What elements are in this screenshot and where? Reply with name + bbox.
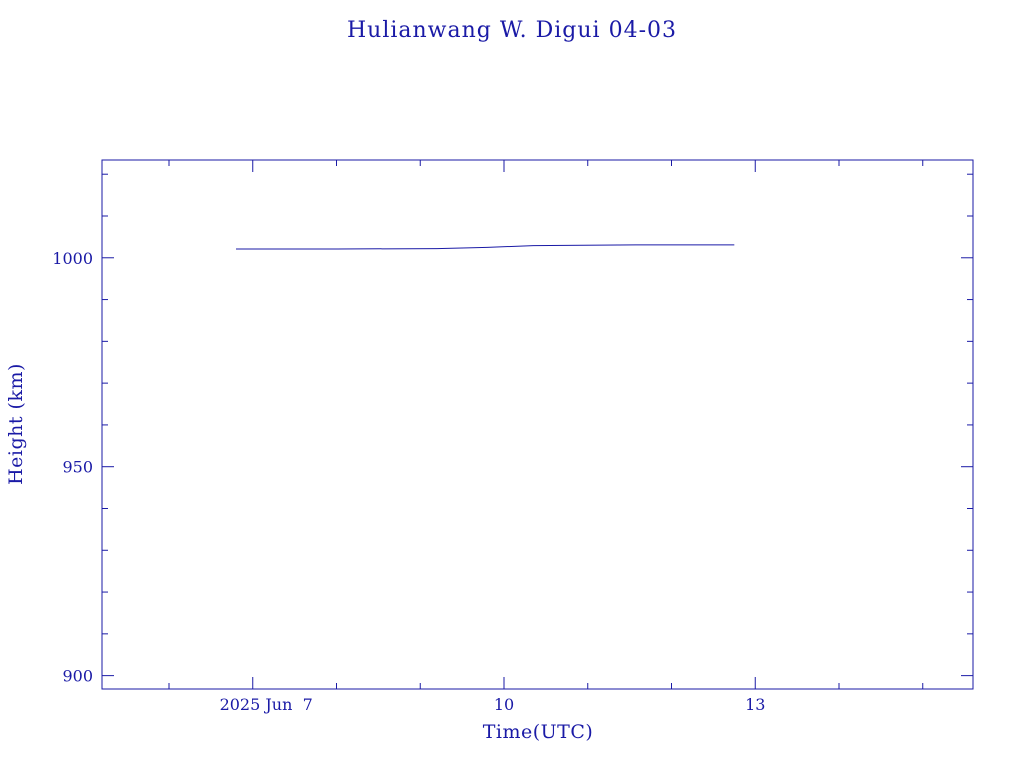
series-group: [236, 244, 735, 250]
y-tick-label: 950: [62, 458, 93, 477]
y-axis-title: Height (km): [5, 363, 27, 485]
chart-title: Hulianwang W. Digui 04-03: [347, 18, 677, 43]
x-tick-label: 13: [745, 695, 765, 714]
axis-ticks: [102, 160, 973, 689]
x-axis-title: Time(UTC): [483, 721, 594, 743]
y-tick-label: 1000: [52, 249, 93, 268]
series-line: [236, 244, 735, 250]
y-tick-label: 900: [62, 667, 93, 686]
x-tick-label: 2025 Jun 7: [220, 695, 313, 714]
tick-labels: 2025 Jun 7 10 13 900 950 1000: [52, 249, 765, 714]
x-tick-label: 10: [494, 695, 514, 714]
